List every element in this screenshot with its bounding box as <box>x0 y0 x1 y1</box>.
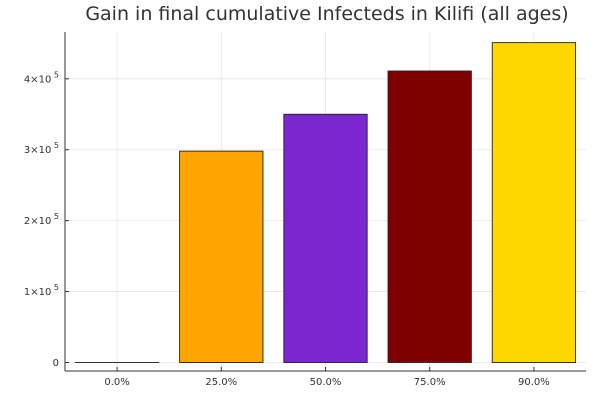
y-tick-label: 0 <box>53 358 59 369</box>
bar-50-0- <box>284 114 367 362</box>
y-tick-label: 2×10 5 <box>24 212 59 227</box>
x-tick-label: 50.0% <box>310 377 342 388</box>
y-axis-ticks: 0 1×10 5 2×10 5 3×10 5 4×10 5 <box>24 70 69 369</box>
y-tick-label: 3×10 5 <box>24 141 59 156</box>
bar-75-0- <box>388 71 471 362</box>
x-tick-label: 75.0% <box>414 377 446 388</box>
chart-title: Gain in final cumulative Infecteds in Ki… <box>85 3 568 25</box>
x-axis-ticks: 0.0% 25.0% 50.0% 75.0% 90.0% <box>104 367 549 388</box>
bar-25-0- <box>180 151 263 362</box>
x-tick-label: 25.0% <box>205 377 237 388</box>
x-tick-label: 90.0% <box>518 377 550 388</box>
bar-90-0- <box>492 43 575 363</box>
y-tick-label: 1×10 5 <box>24 283 59 298</box>
x-tick-label: 0.0% <box>104 377 129 388</box>
y-tick-label: 4×10 5 <box>24 70 59 85</box>
